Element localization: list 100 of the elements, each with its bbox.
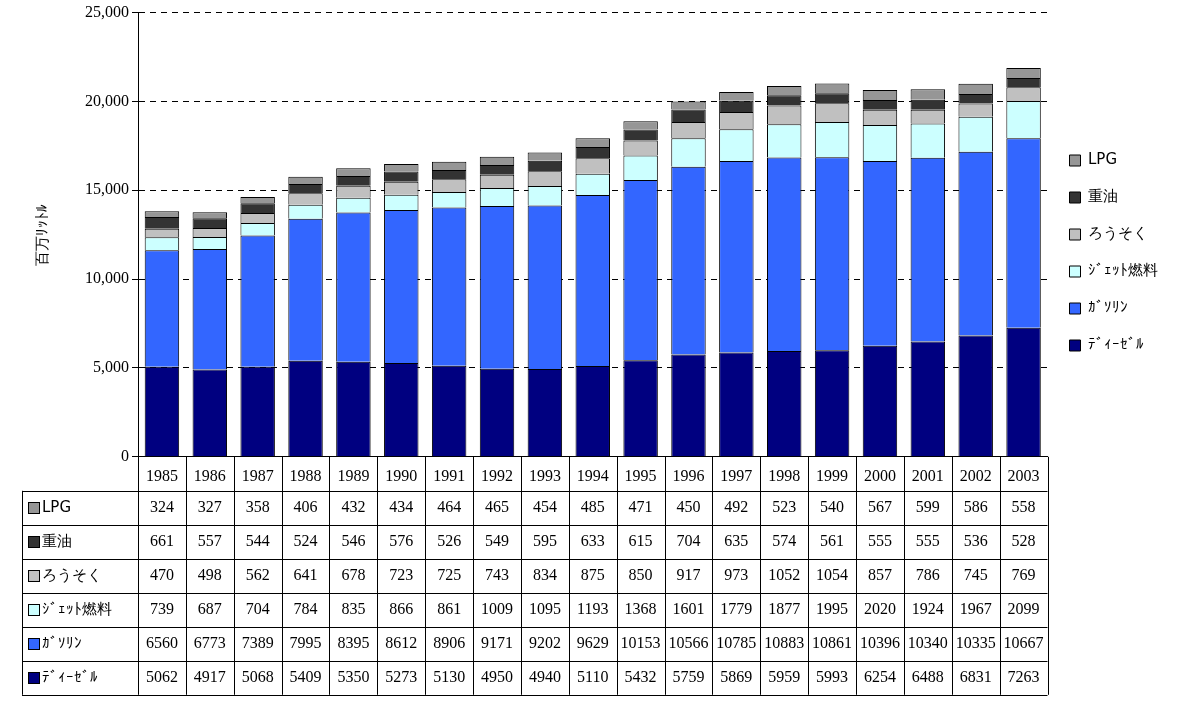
data-label: 723 [389, 566, 414, 583]
data-label: 8395 [337, 634, 370, 651]
data-label: 10785 [716, 634, 757, 651]
y-tick-label: 10,000 [85, 269, 129, 287]
data-label: 544 [245, 532, 270, 549]
data-label: 704 [245, 600, 270, 617]
x-tick-label: 1995 [624, 466, 657, 484]
data-label: 10335 [955, 634, 996, 651]
data-label: 450 [676, 498, 701, 515]
y-tick-label: 5,000 [93, 358, 129, 376]
data-label: 861 [437, 600, 462, 617]
data-label: 7263 [1007, 668, 1040, 685]
data-label: 557 [197, 532, 222, 549]
legend-label: ｼﾞｪｯﾄ燃料 [1088, 261, 1158, 280]
data-label: 5350 [337, 668, 370, 685]
data-label: 641 [293, 566, 318, 583]
data-label: 6488 [911, 668, 944, 685]
legend-label: ﾃﾞｨｰｾﾞﾙ [1088, 335, 1144, 354]
data-label: 5993 [816, 668, 849, 685]
data-label: 498 [197, 566, 222, 583]
data-label: 567 [867, 498, 892, 515]
legend-label: LPG [1088, 150, 1118, 169]
data-label: 6831 [959, 668, 992, 685]
text: 重油 [42, 531, 72, 550]
data-label: 1368 [624, 600, 657, 617]
data-label: 561 [820, 532, 845, 549]
data-label: 835 [341, 600, 366, 617]
x-tick-label: 1986 [193, 466, 226, 484]
x-tick-label: 1996 [672, 466, 705, 484]
data-label: 5062 [145, 668, 178, 685]
data-label: 526 [437, 532, 462, 549]
x-tick-label: 1992 [481, 466, 514, 484]
data-label: 1009 [481, 600, 514, 617]
data-label: 5130 [433, 668, 466, 685]
data-label: 1877 [768, 600, 801, 617]
legend-label: 重油 [1088, 187, 1118, 206]
data-label: 524 [293, 532, 318, 549]
text: ﾃﾞｨｰｾﾞﾙ [42, 667, 98, 686]
x-tick-label: 1999 [816, 466, 849, 484]
x-tick-label: 1998 [768, 466, 801, 484]
x-tick-label: 2001 [911, 466, 944, 484]
data-label: 1601 [672, 600, 705, 617]
data-label: 857 [867, 566, 892, 583]
data-label: 5869 [720, 668, 753, 685]
data-label: 7995 [289, 634, 322, 651]
data-label: 358 [245, 498, 270, 515]
x-tick-label: 1993 [528, 466, 561, 484]
data-label: 324 [149, 498, 174, 515]
data-label: 1924 [911, 600, 944, 617]
data-label: 432 [341, 498, 366, 515]
data-label: 739 [149, 600, 174, 617]
data-label: 1095 [528, 600, 561, 617]
x-tick-label: 1994 [576, 466, 609, 484]
data-label: 6560 [145, 634, 178, 651]
data-label: 574 [772, 532, 797, 549]
data-label: 8612 [385, 634, 418, 651]
data-label: 4950 [481, 668, 514, 685]
data-label: 917 [676, 566, 701, 583]
data-label: 6254 [863, 668, 896, 685]
data-label: 10396 [859, 634, 900, 651]
data-label: 866 [389, 600, 414, 617]
legend-label: ろうそく [1088, 224, 1148, 243]
data-label: 10861 [812, 634, 853, 651]
data-label: 2099 [1007, 600, 1040, 617]
data-label: 850 [628, 566, 653, 583]
data-label: 454 [532, 498, 557, 515]
data-label: 743 [485, 566, 510, 583]
data-label: 769 [1011, 566, 1036, 583]
data-label: 599 [915, 498, 940, 515]
data-label: 1052 [768, 566, 801, 583]
data-label: 562 [245, 566, 270, 583]
data-label: 5759 [672, 668, 705, 685]
data-label: 7389 [241, 634, 274, 651]
x-tick-label: 1989 [337, 466, 370, 484]
data-label: 10667 [1003, 634, 1044, 651]
data-label: 704 [676, 532, 701, 549]
data-label: 586 [963, 498, 988, 515]
data-label: 725 [437, 566, 462, 583]
data-label: 10883 [764, 634, 805, 651]
data-label: 635 [724, 532, 749, 549]
data-label: 558 [1011, 498, 1036, 515]
y-tick-label: 15,000 [85, 180, 129, 198]
data-label: 576 [389, 532, 414, 549]
data-label: 5110 [577, 668, 609, 685]
data-label: 492 [724, 498, 749, 515]
data-label: 327 [197, 498, 222, 515]
data-label: 1995 [816, 600, 849, 617]
x-tick-label: 1985 [145, 466, 178, 484]
data-label: 745 [963, 566, 988, 583]
data-label: 678 [341, 566, 366, 583]
data-label: 786 [915, 566, 940, 583]
data-label: 464 [437, 498, 462, 515]
data-label: 6773 [193, 634, 226, 651]
data-label: 5068 [241, 668, 274, 685]
data-label: 875 [580, 566, 605, 583]
data-label: 406 [293, 498, 318, 515]
data-label: 633 [580, 532, 605, 549]
data-label: 5273 [385, 668, 418, 685]
data-label: 470 [149, 566, 174, 583]
data-label: 2020 [863, 600, 896, 617]
